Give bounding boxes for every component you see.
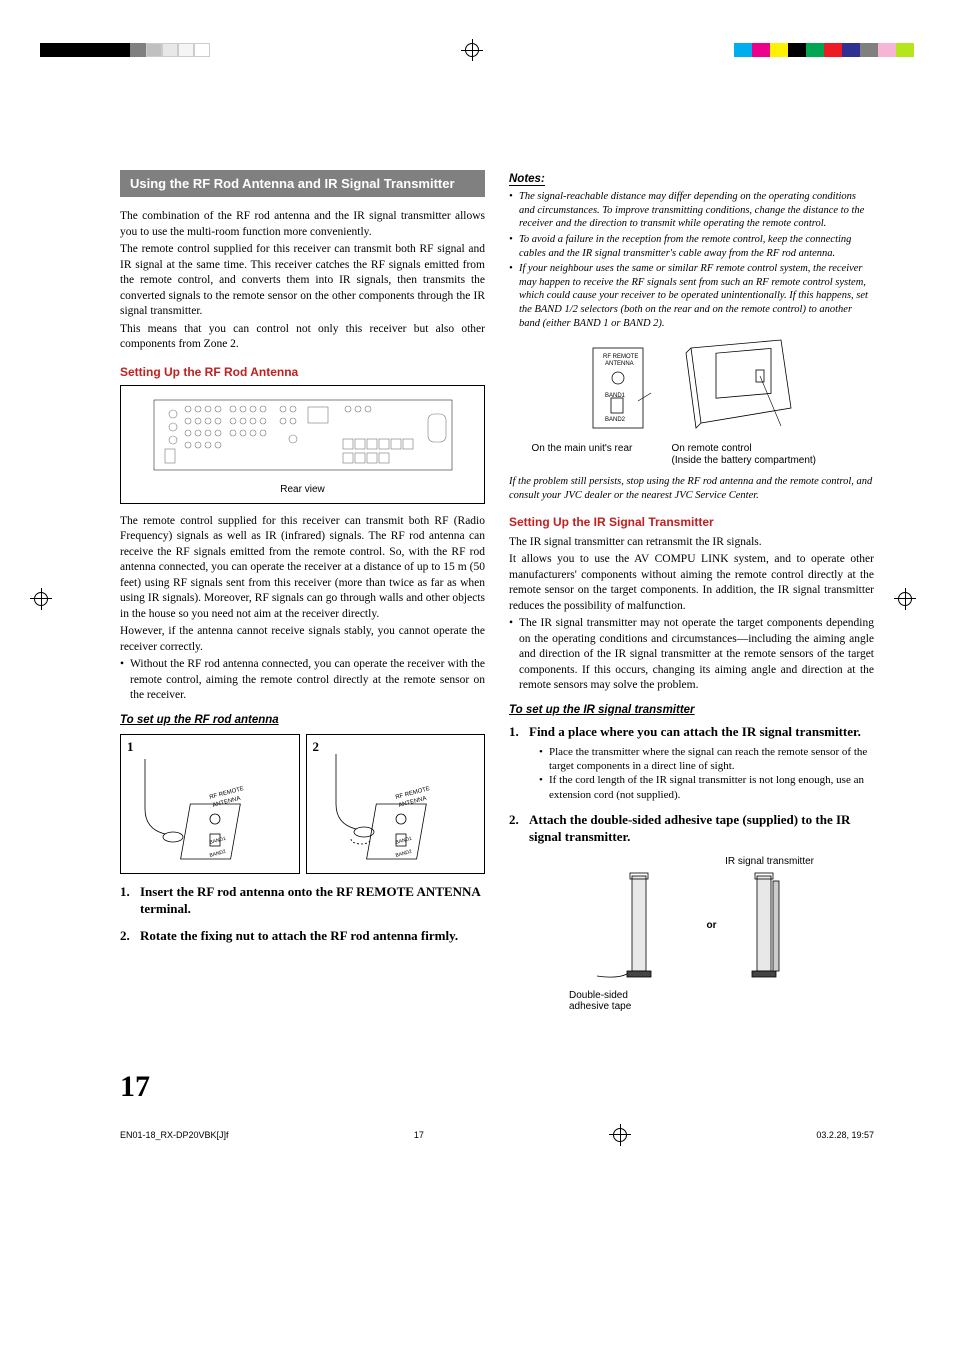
or-label: or: [707, 920, 717, 931]
svg-text:BAND2: BAND2: [209, 849, 227, 859]
ir-setup-heading: To set up the IR signal transmitter: [509, 704, 874, 716]
intro-paragraph-3: This means that you can control not only…: [120, 322, 485, 353]
density-strip-left: [40, 43, 210, 57]
notes-list: The signal-reachable distance may differ…: [509, 190, 874, 330]
persist-note: If the problem still persists, stop usin…: [509, 475, 874, 502]
rf-setup-heading: To set up the RF rod antenna: [120, 714, 485, 726]
right-column: Notes: The signal-reachable distance may…: [509, 170, 874, 1020]
ir-fig-bottom-label: Double-sided adhesive tape: [509, 990, 874, 1012]
rf-step-2: Rotate the fixing nut to attach the RF r…: [120, 928, 485, 945]
rf-step-1: Insert the RF rod antenna onto the RF RE…: [120, 884, 485, 918]
footer-row: EN01-18_RX-DP20VBK[J]f 17 03.2.28, 19:57: [0, 1114, 954, 1176]
density-swatch: [146, 43, 162, 57]
density-swatch: [130, 43, 146, 57]
rf-body-1: The remote control supplied for this rec…: [120, 514, 485, 623]
top-registration-row: [0, 0, 954, 110]
ir-step-1: Find a place where you can attach the IR…: [509, 724, 874, 802]
color-swatch: [878, 43, 896, 57]
rf-bullet-item: Without the RF rod antenna connected, yo…: [120, 657, 485, 704]
notes-heading: Notes:: [509, 173, 545, 186]
registration-mark-bottom: [609, 1124, 631, 1146]
left-column: Using the RF Rod Antenna and IR Signal T…: [120, 170, 485, 1020]
density-swatch: [162, 43, 178, 57]
ir-step-1-sub-2: If the cord length of the IR signal tran…: [539, 773, 874, 802]
color-swatch: [788, 43, 806, 57]
svg-text:BAND1: BAND1: [209, 836, 227, 846]
ir-body-2: It allows you to use the AV COMPU LINK s…: [509, 552, 874, 614]
ir-subheading: Setting Up the IR Signal Transmitter: [509, 515, 874, 529]
note-1: The signal-reachable distance may differ…: [509, 190, 874, 231]
density-swatch: [92, 43, 112, 57]
remote-control-diagram: [661, 338, 801, 437]
page-content: Using the RF Rod Antenna and IR Signal T…: [0, 110, 954, 1040]
color-swatch: [842, 43, 860, 57]
ir-body-1: The IR signal transmitter can retransmit…: [509, 535, 874, 551]
note-2: To avoid a failure in the reception from…: [509, 233, 874, 260]
rf-subheading: Setting Up the RF Rod Antenna: [120, 365, 485, 379]
note-3: If your neighbour uses the same or simil…: [509, 262, 874, 330]
ir-transmitter-figure: IR signal transmitter or: [509, 856, 874, 1012]
svg-text:RF REMOTE: RF REMOTE: [603, 354, 638, 360]
color-bar-right: [734, 43, 914, 57]
color-swatch: [860, 43, 878, 57]
ir-step-1-sublist: Place the transmitter where the signal c…: [529, 745, 874, 802]
ir-step-2: Attach the double-sided adhesive tape (s…: [509, 812, 874, 846]
ir-bullet-list: The IR signal transmitter may not operat…: [509, 616, 874, 694]
intro-paragraph-1: The combination of the RF rod antenna an…: [120, 209, 485, 240]
ir-step-1-sub-1: Place the transmitter where the signal c…: [539, 745, 874, 774]
rf-body-2: However, if the antenna cannot receive s…: [120, 624, 485, 655]
ir-bullet-item: The IR signal transmitter may not operat…: [509, 616, 874, 694]
diagram-caption-left: On the main unit's rear: [532, 443, 652, 467]
rear-view-caption: Rear view: [129, 484, 476, 495]
step-1-figure: 1 RF REMOTE ANTENNA BAND1 BAND2: [120, 734, 300, 874]
color-swatch: [896, 43, 914, 57]
registration-mark-left: [30, 588, 60, 618]
svg-text:BAND1: BAND1: [605, 393, 626, 399]
color-swatch: [824, 43, 842, 57]
rf-steps-list: Insert the RF rod antenna onto the RF RE…: [120, 884, 485, 945]
color-swatch: [752, 43, 770, 57]
footer-page: 17: [414, 1130, 424, 1140]
rear-view-figure: Rear view: [120, 385, 485, 504]
svg-text:BAND1: BAND1: [394, 836, 412, 846]
color-swatch: [806, 43, 824, 57]
color-swatch: [734, 43, 752, 57]
footer-date: 03.2.28, 19:57: [816, 1130, 874, 1140]
ir-fig-top-label: IR signal transmitter: [509, 856, 874, 867]
ir-transmitter-right-icon: [737, 871, 797, 981]
section-heading: Using the RF Rod Antenna and IR Signal T…: [120, 170, 485, 197]
registration-mark-top: [461, 39, 483, 61]
color-swatch: [770, 43, 788, 57]
svg-text:BAND2: BAND2: [394, 849, 412, 859]
diagram-caption-right: On remote control (Inside the battery co…: [672, 443, 852, 467]
rf-bullet-list: Without the RF rod antenna connected, yo…: [120, 657, 485, 704]
band-selector-diagram-row: RF REMOTE ANTENNA BAND1 BAND2: [509, 338, 874, 437]
page-number: 17: [0, 1040, 954, 1114]
svg-text:BAND2: BAND2: [605, 417, 626, 423]
ir-transmitter-left-icon: [587, 871, 687, 981]
density-swatch: [194, 43, 210, 57]
density-swatch: [40, 43, 68, 57]
footer-filename: EN01-18_RX-DP20VBK[J]f: [120, 1130, 229, 1140]
step-2-figure: 2 RF REMOTE ANTENNA BAND1 BAND2: [306, 734, 486, 874]
main-unit-diagram: RF REMOTE ANTENNA BAND1 BAND2: [583, 343, 653, 437]
rear-panel-diagram: [129, 394, 476, 484]
density-swatch: [112, 43, 130, 57]
registration-mark-right: [894, 588, 924, 618]
ir-steps-list: Find a place where you can attach the IR…: [509, 724, 874, 846]
svg-text:ANTENNA: ANTENNA: [605, 361, 634, 367]
density-swatch: [68, 43, 92, 57]
density-swatch: [178, 43, 194, 57]
step-diagram-row: 1 RF REMOTE ANTENNA BAND1 BAND2: [120, 734, 485, 874]
intro-paragraph-2: The remote control supplied for this rec…: [120, 242, 485, 320]
